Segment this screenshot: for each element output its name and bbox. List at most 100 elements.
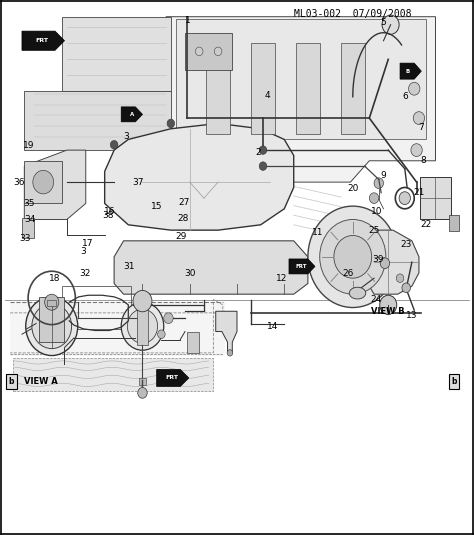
Bar bbox=[137, 301, 148, 345]
Polygon shape bbox=[12, 358, 213, 391]
Text: A: A bbox=[129, 112, 134, 117]
Circle shape bbox=[214, 47, 222, 56]
Text: 31: 31 bbox=[124, 262, 135, 271]
Text: 39: 39 bbox=[372, 255, 383, 264]
Text: 30: 30 bbox=[184, 270, 195, 278]
Text: 37: 37 bbox=[132, 178, 144, 187]
FancyBboxPatch shape bbox=[449, 374, 459, 389]
Polygon shape bbox=[24, 91, 171, 150]
Text: 8: 8 bbox=[421, 156, 427, 165]
Circle shape bbox=[380, 258, 390, 269]
Text: 1: 1 bbox=[184, 16, 190, 25]
Bar bbox=[185, 33, 232, 70]
Text: 34: 34 bbox=[24, 215, 36, 224]
Text: 36: 36 bbox=[13, 178, 24, 187]
Bar bbox=[341, 43, 365, 134]
Circle shape bbox=[411, 144, 422, 157]
Text: 18: 18 bbox=[49, 274, 61, 282]
Circle shape bbox=[157, 330, 165, 339]
Text: 33: 33 bbox=[19, 234, 31, 243]
Bar bbox=[39, 297, 64, 342]
Polygon shape bbox=[105, 124, 294, 230]
Bar bbox=[206, 43, 230, 134]
Circle shape bbox=[308, 206, 398, 308]
Text: FRT: FRT bbox=[36, 38, 49, 43]
Text: 21: 21 bbox=[413, 188, 425, 197]
Text: 26: 26 bbox=[342, 270, 354, 278]
Text: 17: 17 bbox=[82, 239, 94, 248]
Circle shape bbox=[195, 47, 203, 56]
Text: 23: 23 bbox=[401, 240, 412, 249]
Circle shape bbox=[26, 297, 78, 356]
Text: 9: 9 bbox=[381, 171, 386, 180]
Circle shape bbox=[128, 309, 157, 343]
Circle shape bbox=[133, 291, 152, 312]
Circle shape bbox=[319, 219, 386, 294]
Circle shape bbox=[413, 112, 425, 125]
Circle shape bbox=[121, 302, 164, 350]
Polygon shape bbox=[289, 259, 315, 274]
Text: 22: 22 bbox=[420, 220, 432, 230]
Circle shape bbox=[138, 387, 147, 398]
Polygon shape bbox=[156, 370, 189, 386]
Circle shape bbox=[110, 141, 118, 149]
Text: 15: 15 bbox=[151, 202, 163, 211]
Text: b: b bbox=[9, 377, 14, 386]
Text: 20: 20 bbox=[347, 184, 358, 193]
FancyBboxPatch shape bbox=[6, 374, 17, 389]
Bar bbox=[187, 332, 199, 353]
Text: B: B bbox=[406, 68, 410, 74]
Bar bbox=[22, 218, 34, 238]
Bar bbox=[251, 43, 275, 134]
Circle shape bbox=[164, 313, 173, 324]
Text: 29: 29 bbox=[175, 232, 187, 241]
Text: 6: 6 bbox=[402, 92, 408, 101]
Polygon shape bbox=[216, 311, 237, 353]
Polygon shape bbox=[22, 31, 64, 50]
Text: 4: 4 bbox=[265, 91, 271, 100]
Bar bbox=[62, 286, 131, 329]
Circle shape bbox=[374, 178, 383, 188]
Text: 38: 38 bbox=[103, 211, 114, 220]
Text: ML03-002  07/09/2008: ML03-002 07/09/2008 bbox=[294, 9, 411, 19]
Text: VIEW A: VIEW A bbox=[24, 377, 58, 386]
Circle shape bbox=[45, 294, 59, 310]
Text: 3: 3 bbox=[123, 132, 129, 141]
Circle shape bbox=[259, 146, 267, 155]
Polygon shape bbox=[62, 17, 171, 91]
Text: 35: 35 bbox=[23, 199, 35, 208]
Circle shape bbox=[380, 295, 397, 315]
Circle shape bbox=[32, 304, 72, 349]
Polygon shape bbox=[121, 107, 143, 122]
Text: 12: 12 bbox=[276, 274, 288, 282]
Text: 2: 2 bbox=[255, 148, 261, 157]
Ellipse shape bbox=[349, 287, 366, 299]
Polygon shape bbox=[114, 241, 308, 294]
Text: VIEW B: VIEW B bbox=[372, 307, 405, 316]
Text: 27: 27 bbox=[178, 198, 190, 207]
Circle shape bbox=[396, 274, 404, 282]
Bar bbox=[449, 215, 459, 231]
Text: 14: 14 bbox=[267, 322, 278, 331]
Circle shape bbox=[334, 235, 372, 278]
Text: 32: 32 bbox=[79, 270, 91, 278]
Text: 3: 3 bbox=[81, 247, 86, 256]
Bar bbox=[24, 161, 62, 203]
Polygon shape bbox=[139, 378, 146, 385]
Bar bbox=[10, 302, 225, 356]
Text: 24: 24 bbox=[371, 295, 382, 304]
Polygon shape bbox=[400, 63, 421, 79]
Circle shape bbox=[382, 15, 399, 34]
Circle shape bbox=[227, 350, 233, 356]
Circle shape bbox=[409, 82, 420, 95]
Bar bbox=[296, 43, 319, 134]
Circle shape bbox=[33, 170, 54, 194]
Text: 7: 7 bbox=[419, 123, 424, 132]
Polygon shape bbox=[166, 17, 436, 182]
Polygon shape bbox=[24, 150, 86, 219]
Polygon shape bbox=[175, 19, 426, 140]
Text: 16: 16 bbox=[104, 207, 115, 216]
Text: 28: 28 bbox=[177, 214, 188, 223]
Text: FRT: FRT bbox=[165, 376, 178, 380]
Bar bbox=[47, 300, 56, 306]
